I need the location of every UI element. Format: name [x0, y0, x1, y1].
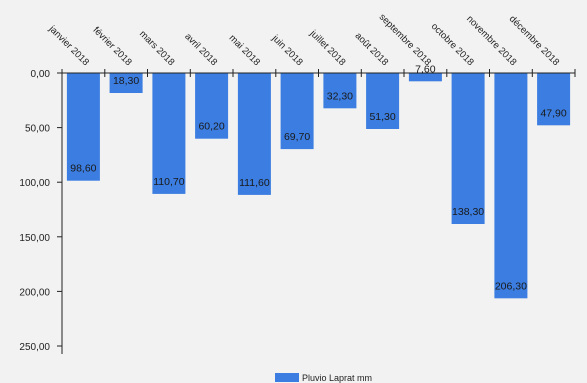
bar-6: [280, 73, 314, 150]
bar-value-label: 110,70: [153, 176, 184, 188]
bar-12: [537, 73, 571, 126]
legend-swatch: [275, 373, 299, 382]
bar-value-label: 51,30: [369, 111, 395, 123]
bar-2: [109, 73, 143, 93]
y-tick-label: 0,00: [31, 69, 51, 80]
bar-value-label: 32,30: [327, 90, 353, 102]
bar-value-label: 98,60: [70, 163, 96, 175]
y-axis: 0,00 50,00 100,00 150,00 200,00 250,00: [19, 69, 63, 354]
legend: Pluvio Laprat mm: [275, 373, 372, 383]
bar-1: [66, 73, 100, 181]
bar-value-label: 138,30: [452, 206, 484, 218]
y-tick-label: 250,00: [19, 342, 50, 353]
bar-value-label: 69,70: [284, 131, 310, 143]
bar-5: [237, 73, 271, 195]
bar-4: [195, 73, 229, 139]
bar-10: [451, 73, 485, 224]
legend-label: Pluvio Laprat mm: [302, 373, 372, 383]
bar-value-label: 18,30: [113, 75, 139, 87]
bar-value-labels: 98,60 18,30 110,70 60,20 111,60 69,70 32,30 51,…: [70, 63, 567, 292]
bar-value-label: 47,90: [540, 107, 566, 119]
y-tick-label: 150,00: [19, 233, 50, 244]
bar-3: [152, 73, 186, 194]
bar-7: [323, 73, 357, 109]
y-tick-label: 50,00: [25, 124, 50, 135]
bar-value-label: 7,60: [415, 63, 436, 75]
bar-9: [408, 73, 442, 82]
bar-series: [66, 73, 571, 299]
bar-value-label: 60,20: [198, 121, 224, 133]
bar-value-label: 111,60: [239, 177, 270, 189]
bar-8: [366, 73, 400, 129]
y-tick-label: 200,00: [19, 287, 50, 298]
y-tick-label: 100,00: [19, 178, 50, 189]
x-axis: [61, 69, 576, 77]
bar-value-label: 206,30: [495, 280, 527, 292]
bar-11: [494, 73, 528, 299]
